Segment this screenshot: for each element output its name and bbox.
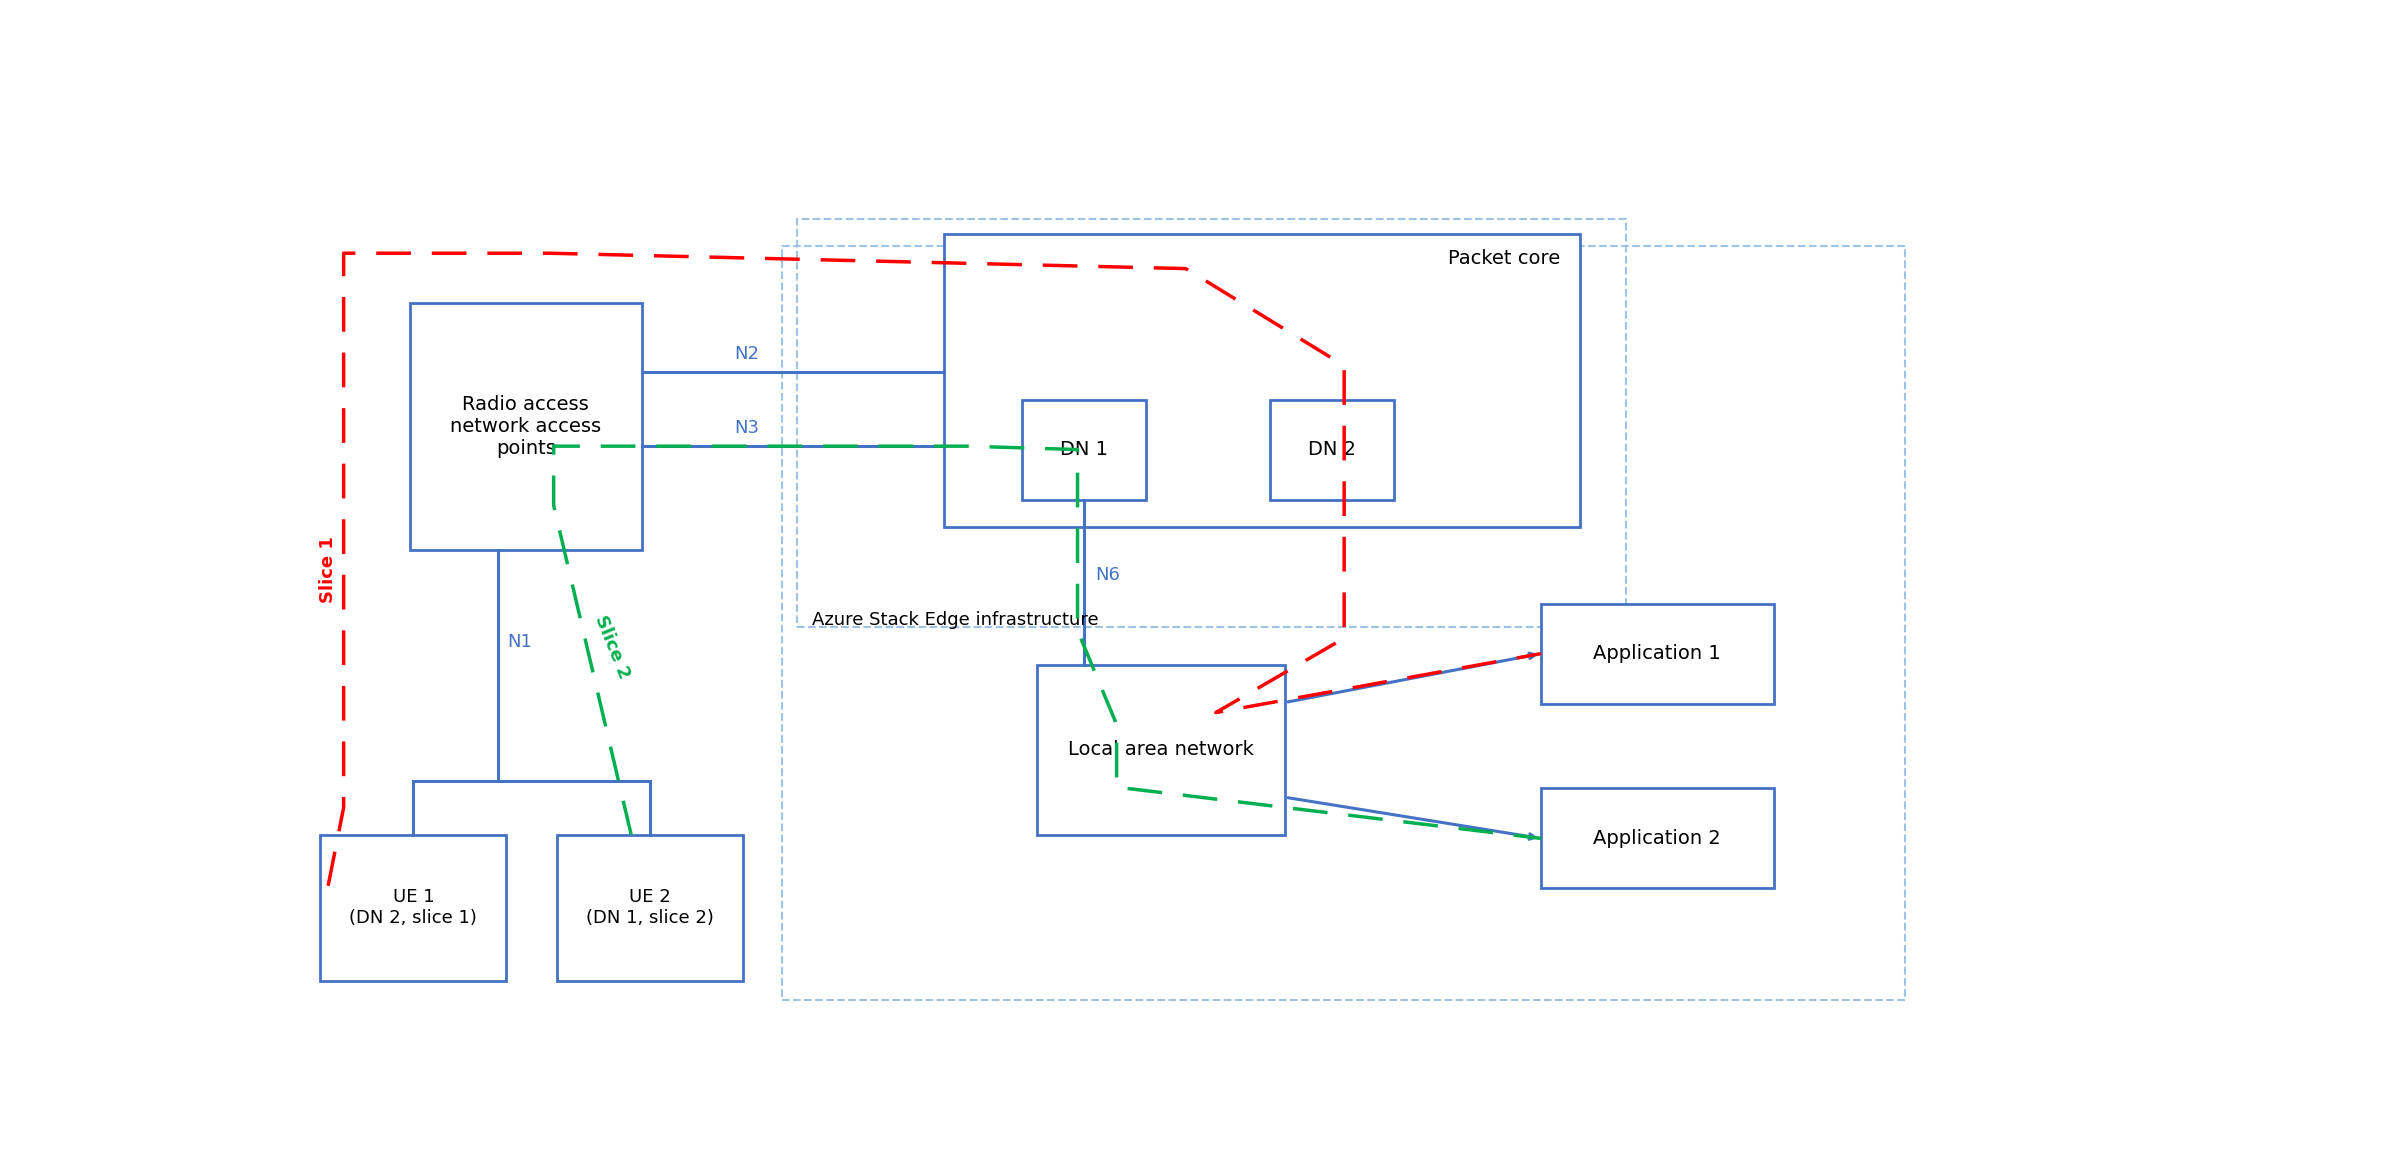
- Bar: [1541, 604, 1775, 704]
- Text: N1: N1: [508, 634, 532, 651]
- Text: Slice 1: Slice 1: [320, 537, 337, 602]
- Bar: [320, 834, 506, 981]
- Text: UE 1
(DN 2, slice 1): UE 1 (DN 2, slice 1): [349, 889, 477, 927]
- Text: Azure Stack Edge infrastructure: Azure Stack Edge infrastructure: [811, 612, 1098, 629]
- Text: Packet core: Packet core: [1447, 249, 1560, 269]
- Text: Slice 2: Slice 2: [590, 613, 633, 681]
- Text: N6: N6: [1096, 565, 1120, 584]
- Text: Radio access
network access
points: Radio access network access points: [450, 395, 602, 458]
- Bar: [783, 246, 1905, 1001]
- Bar: [1038, 665, 1286, 834]
- Text: N2: N2: [734, 345, 759, 364]
- Text: N3: N3: [734, 419, 759, 437]
- Bar: [797, 218, 1625, 627]
- Text: DN 1: DN 1: [1060, 440, 1108, 459]
- Bar: [409, 304, 643, 549]
- Text: Local area network: Local area network: [1069, 741, 1255, 759]
- Text: Application 1: Application 1: [1594, 644, 1722, 664]
- Bar: [1541, 788, 1775, 889]
- Text: Application 2: Application 2: [1594, 829, 1722, 848]
- Text: UE 2
(DN 1, slice 2): UE 2 (DN 1, slice 2): [585, 889, 713, 927]
- Bar: [1269, 399, 1394, 500]
- Text: DN 2: DN 2: [1308, 440, 1356, 459]
- Bar: [1021, 399, 1146, 500]
- Bar: [556, 834, 742, 981]
- Bar: [944, 234, 1580, 526]
